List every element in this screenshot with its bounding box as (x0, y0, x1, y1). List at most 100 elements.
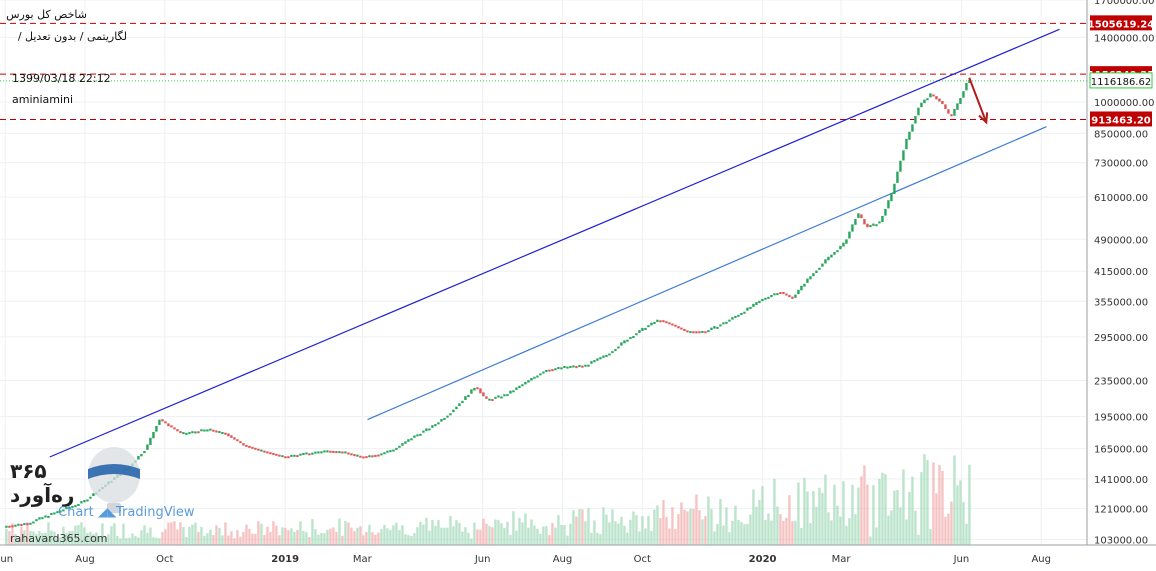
candle (566, 366, 569, 369)
candle (362, 456, 365, 459)
volume-bar (359, 526, 362, 545)
volume-bar (32, 531, 35, 545)
volume-bar (263, 534, 266, 545)
volume-bar (110, 526, 113, 545)
candle (320, 451, 323, 454)
candle (578, 365, 581, 368)
volume-bar (668, 528, 671, 545)
volume-bar (542, 526, 545, 545)
volume-bar (299, 521, 302, 545)
candle (437, 422, 440, 425)
candle (845, 239, 848, 244)
volume-bar (443, 527, 446, 545)
volume-bar (875, 527, 878, 545)
y-tick-label: 1000000.00 (1094, 98, 1154, 109)
volume-bar (782, 520, 785, 545)
volume-bar (467, 532, 470, 545)
volume-bar (806, 491, 809, 545)
candle (86, 499, 89, 502)
volume-bar (62, 526, 65, 545)
candle (560, 367, 563, 370)
volume-bar (413, 533, 416, 545)
volume-bar (563, 525, 566, 545)
candle (872, 223, 875, 226)
volume-bar (332, 527, 335, 545)
volume-bar (779, 514, 782, 545)
candle (20, 524, 23, 527)
volume-bar (836, 505, 839, 545)
volume-bar (350, 527, 353, 545)
volume-bar (224, 522, 227, 545)
volume-bar (380, 529, 383, 545)
volume-bar (404, 534, 407, 545)
volume-bar (269, 532, 272, 545)
candle (737, 314, 740, 317)
volume-bar (611, 509, 614, 545)
volume-bar (335, 531, 338, 545)
candle (32, 521, 35, 524)
volume-bar (578, 509, 581, 545)
level-tag (1090, 15, 1152, 31)
price-candles (5, 79, 971, 528)
volume-bar (221, 535, 224, 545)
candle (818, 267, 821, 270)
price-axis[interactable]: 103000.00 121000.00 141000.00 165000.00 1950… (1094, 0, 1154, 546)
tradingview-icon: ◢◣ (98, 505, 117, 519)
candle (164, 421, 167, 424)
volume-bar (293, 531, 296, 545)
candle (137, 456, 140, 460)
candle (41, 517, 44, 520)
volume-bar (194, 522, 197, 545)
time-axis[interactable]: Jun Aug Oct 2019 Mar Jun Aug Oct 2020 Mar Jun Aug (0, 554, 1051, 565)
volume-bar (683, 509, 686, 545)
candle (197, 431, 200, 434)
volume-bar (158, 538, 161, 545)
volume-bar (557, 515, 560, 545)
volume-bar (20, 526, 23, 545)
volume-bar (203, 535, 206, 545)
candle (500, 396, 503, 399)
candle (182, 432, 185, 435)
volume-bar (620, 516, 623, 545)
candle (422, 430, 425, 433)
candle (482, 392, 485, 397)
rahavard-logo: ۳۶۵ ره‌آورد (6, 445, 156, 540)
candle (272, 453, 275, 456)
volume-bar (305, 532, 308, 545)
volume-bar (29, 531, 32, 545)
trendline-upper (49, 28, 1060, 458)
candle (446, 415, 449, 418)
candle (830, 254, 833, 258)
volume-bar (635, 515, 638, 545)
volume-bar (176, 529, 179, 545)
x-tick-label: Mar (353, 554, 373, 565)
candle (833, 252, 836, 255)
volume-bar (704, 516, 707, 545)
volume-bar (962, 501, 965, 545)
candle (914, 115, 917, 124)
candle (917, 107, 920, 116)
candle (494, 396, 497, 399)
volume-bar (935, 493, 938, 545)
candle (521, 384, 524, 387)
volume-bar (287, 530, 290, 545)
volume-bar (707, 496, 710, 545)
candle (248, 445, 251, 448)
candle (557, 367, 560, 370)
candle (395, 447, 398, 450)
volume-bar (272, 521, 275, 545)
x-tick-label: Jun (0, 554, 13, 565)
candle (614, 349, 617, 352)
candle (326, 450, 329, 453)
volume-bar (539, 533, 542, 545)
candle (305, 452, 308, 455)
candle (749, 306, 752, 309)
candle (377, 454, 380, 457)
volume-bar (701, 519, 704, 545)
volume-bar (374, 534, 377, 545)
volume-bar (824, 474, 827, 545)
candle (89, 496, 92, 499)
volume-bar (698, 510, 701, 545)
candle (359, 455, 362, 458)
